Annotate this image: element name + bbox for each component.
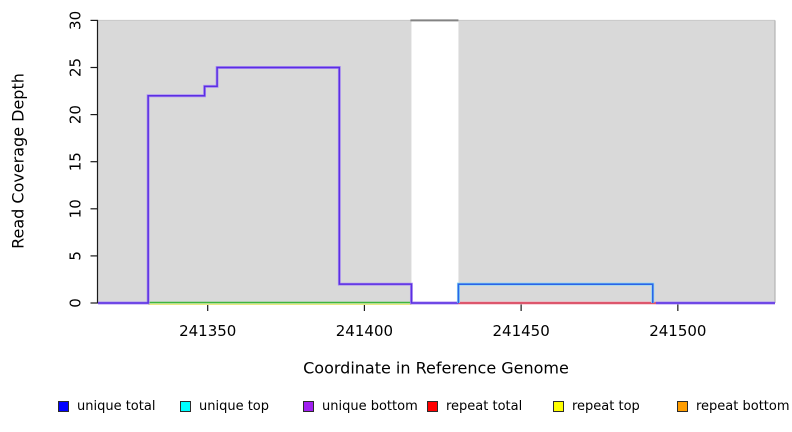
y-tick-label: 0 — [67, 298, 85, 308]
y-tick-label: 15 — [67, 152, 85, 171]
x-tick-label: 241500 — [649, 322, 706, 340]
x-axis-title: Coordinate in Reference Genome — [303, 358, 569, 378]
total-coverage-area-segment — [98, 20, 412, 304]
x-tick-label: 241400 — [336, 322, 393, 340]
y-axis-title: Read Coverage Depth — [8, 73, 28, 249]
y-tick-label: 10 — [67, 199, 85, 218]
y-tick-label: 25 — [67, 58, 85, 77]
x-tick-label: 241350 — [179, 322, 236, 340]
y-tick-label: 30 — [67, 11, 85, 30]
y-tick-label: 20 — [67, 105, 85, 124]
y-tick-label: 5 — [67, 251, 85, 261]
x-tick-label: 241450 — [492, 322, 549, 340]
total-coverage-area-segment — [458, 20, 775, 304]
blue-top-step-line — [457, 283, 654, 303]
unique-bottom-step-line — [98, 66, 775, 304]
